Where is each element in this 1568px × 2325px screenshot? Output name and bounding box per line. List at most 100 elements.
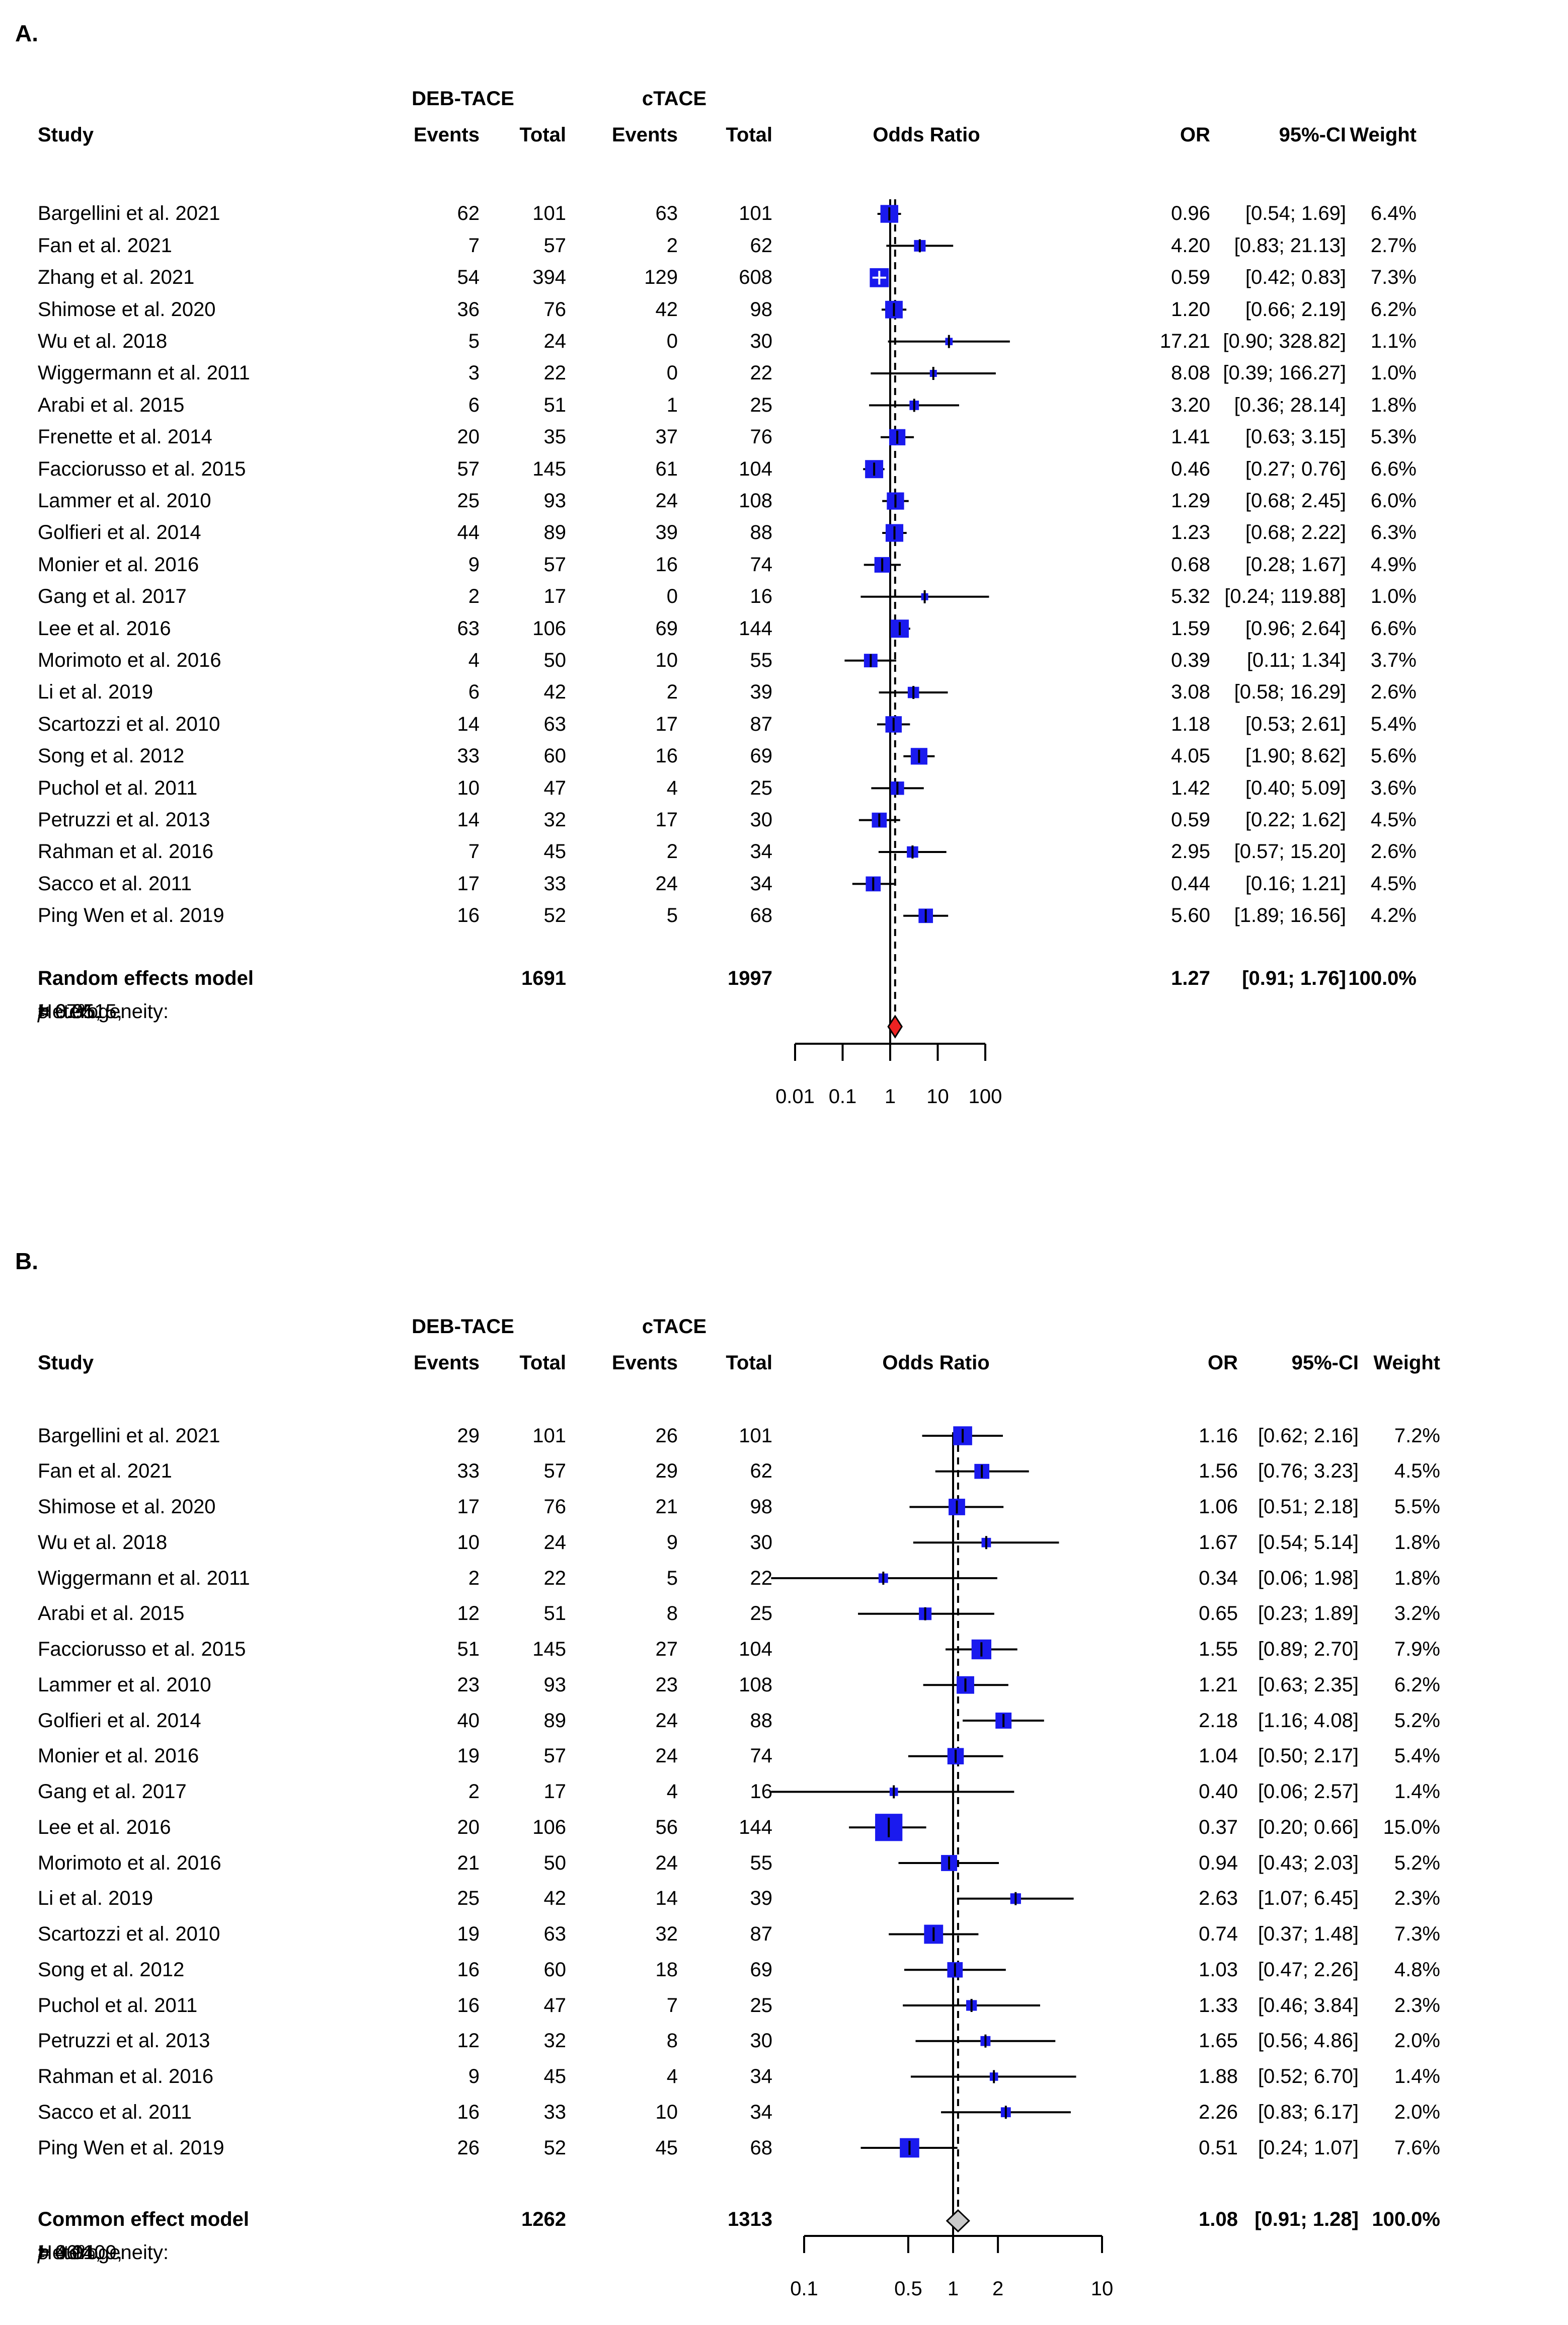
events-deb: 40 [457, 1709, 480, 1732]
events-ctace: 7 [666, 1994, 678, 2017]
or-value: 1.59 [1171, 617, 1210, 640]
events-deb: 6 [468, 394, 480, 416]
total-deb: 101 [532, 202, 566, 225]
ci-value: [1.16; 4.08] [1258, 1709, 1359, 1732]
total-deb: 17 [543, 1780, 567, 1803]
or-value: 5.60 [1171, 904, 1210, 927]
ci-value: [0.51; 2.18] [1258, 1496, 1359, 1518]
effect-square [966, 2000, 977, 2011]
het-i-sup: 2 [38, 2245, 45, 2260]
or-value: 2.18 [1199, 1709, 1238, 1732]
or-value: 2.95 [1171, 840, 1210, 863]
axis-tick-label: 0.5 [894, 2278, 922, 2300]
ci-value: [0.36; 28.14] [1234, 394, 1346, 416]
total-ctace: 87 [750, 1923, 773, 1946]
table-row: Shimose et al. 2020 17 76 21 98 1.06 [0.51; 2.… [0, 1489, 1568, 1525]
effect-square [885, 524, 904, 542]
total-deb: 106 [532, 1816, 566, 1838]
group2-header: cTACE [642, 88, 707, 110]
events-deb: 2 [468, 1567, 480, 1589]
events-deb: 7 [468, 234, 480, 257]
or-value: 1.21 [1199, 1673, 1238, 1696]
study-name: Gang et al. 2017 [38, 585, 187, 608]
het-p-symbol: p [38, 1000, 49, 1023]
total-deb: 47 [543, 777, 567, 799]
study-name: Facciorusso et al. 2015 [38, 1638, 246, 1661]
het-i-symbol: I [38, 2241, 44, 2264]
summary-total-ctace: 1997 [728, 967, 772, 990]
study-name: Lee et al. 2016 [38, 617, 171, 640]
table-row: Sacco et al. 2011 17 33 24 34 0.44 [0.16; 1.21… [0, 868, 1568, 900]
events-ctace: 24 [655, 1709, 678, 1732]
study-name: Ping Wen et al. 2019 [38, 904, 224, 927]
total-deb: 24 [543, 1531, 567, 1554]
total-deb: 45 [543, 2065, 567, 2088]
weight-value: 2.3% [1394, 1887, 1440, 1910]
ci-value: [0.63; 2.35] [1258, 1673, 1359, 1696]
table-row: Monier et al. 2016 9 57 16 74 0.68 [0.28; 1.67… [0, 549, 1568, 581]
effect-square [885, 716, 902, 733]
total-ctace: 74 [750, 553, 773, 576]
weight-value: 6.2% [1394, 1673, 1440, 1696]
or-value: 0.34 [1199, 1567, 1238, 1589]
table-row: Golfieri et al. 2014 40 89 24 88 2.18 [1.16; 4… [0, 1703, 1568, 1739]
effect-square [953, 1426, 972, 1445]
events-deb: 17 [457, 1496, 480, 1518]
events-deb: 12 [457, 2030, 480, 2052]
study-name: Scartozzi et al. 2010 [38, 1923, 220, 1946]
total1-column-header: Total [519, 1352, 566, 1374]
study-name: Li et al. 2019 [38, 681, 153, 704]
total-ctace: 608 [739, 266, 772, 289]
effect-square [1010, 1893, 1021, 1904]
het-p-rest: = 0.01 [38, 2241, 95, 2264]
total-ctace: 30 [750, 1531, 773, 1554]
events-deb: 17 [457, 872, 480, 895]
events-deb: 20 [457, 1816, 480, 1838]
axis-tick-label: 10 [1091, 2278, 1114, 2300]
study-column-header: Study [38, 1352, 94, 1374]
total1-column-header: Total [519, 124, 566, 146]
effect-square [907, 686, 919, 699]
or-value: 1.41 [1171, 426, 1210, 448]
effect-square [889, 429, 906, 445]
total-deb: 51 [543, 394, 567, 416]
weight-value: 3.2% [1394, 1602, 1440, 1625]
effect-square [974, 1463, 990, 1479]
or-value: 1.55 [1199, 1638, 1238, 1661]
or-value: 1.06 [1199, 1496, 1238, 1518]
events-ctace: 0 [666, 585, 678, 608]
events-ctace: 0 [666, 362, 678, 384]
effect-square [995, 1713, 1012, 1729]
or-value: 1.03 [1199, 1958, 1238, 1981]
table-row: Ping Wen et al. 2019 26 52 45 68 0.51 [0.24; 1… [0, 2130, 1568, 2166]
ci-value: [0.56; 4.86] [1258, 2030, 1359, 2052]
weight-value: 5.3% [1370, 426, 1417, 448]
or-value: 8.08 [1171, 362, 1210, 384]
events-deb: 33 [457, 745, 480, 767]
total-ctace: 34 [750, 2101, 773, 2123]
weight-value: 6.4% [1370, 202, 1417, 225]
weight-value: 6.3% [1370, 521, 1417, 544]
study-name: Wu et al. 2018 [38, 1531, 168, 1554]
total-deb: 106 [532, 617, 566, 640]
summary-ci-value: [0.91; 1.28] [1255, 2208, 1359, 2230]
het-i-rest: = 67%, [38, 1000, 101, 1023]
events-deb: 44 [457, 521, 480, 544]
table-row: Morimoto et al. 2016 4 50 10 55 0.39 [0.11; 1.… [0, 645, 1568, 676]
table-row: Lee et al. 2016 63 106 69 144 1.59 [0.96; 2.64… [0, 613, 1568, 645]
or-value: 0.51 [1199, 2136, 1238, 2159]
ci-value: [1.90; 8.62] [1245, 745, 1346, 767]
events-deb: 6 [468, 681, 480, 704]
study-name: Gang et al. 2017 [38, 1780, 187, 1803]
total-ctace: 69 [750, 1958, 773, 1981]
axis-tick-label: 0.1 [829, 1086, 857, 1108]
study-name: Arabi et al. 2015 [38, 1602, 185, 1625]
events-deb: 9 [468, 2065, 480, 2088]
weight-value: 1.1% [1370, 330, 1417, 352]
total-deb: 93 [543, 489, 567, 512]
ci-value: [0.27; 0.76] [1245, 457, 1346, 480]
weight-column-header: Weight [1373, 1352, 1440, 1374]
total-ctace: 55 [750, 649, 773, 671]
events-ctace: 18 [655, 1958, 678, 1981]
total-deb: 33 [543, 872, 567, 895]
